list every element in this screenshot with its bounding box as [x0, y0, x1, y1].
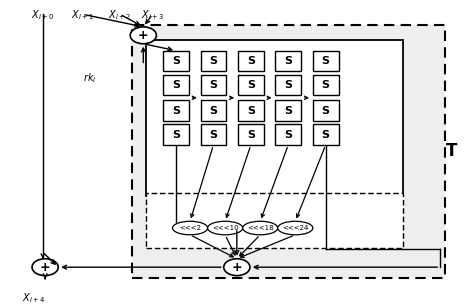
Bar: [201, 124, 227, 145]
Text: S: S: [210, 56, 218, 66]
Bar: [313, 51, 339, 71]
Text: S: S: [247, 106, 255, 116]
Text: <<<10: <<<10: [212, 225, 238, 231]
Bar: [201, 51, 227, 71]
Bar: [238, 75, 264, 95]
Bar: [275, 75, 301, 95]
Text: $rk_i$: $rk_i$: [83, 71, 96, 85]
Bar: [313, 124, 339, 145]
Bar: [146, 40, 403, 197]
Text: S: S: [210, 106, 218, 116]
Bar: [238, 100, 264, 121]
Bar: [163, 75, 189, 95]
Text: $X_{i+2}$: $X_{i+2}$: [108, 8, 131, 22]
Bar: [313, 75, 339, 95]
Text: S: S: [284, 106, 292, 116]
Text: S: S: [322, 106, 330, 116]
Text: S: S: [172, 80, 180, 90]
Text: $X_{i+3}$: $X_{i+3}$: [141, 8, 164, 22]
Bar: [238, 124, 264, 145]
Text: S: S: [247, 56, 255, 66]
Bar: [163, 124, 189, 145]
Text: S: S: [284, 56, 292, 66]
Text: <<<2: <<<2: [179, 225, 201, 231]
Text: +: +: [232, 261, 242, 274]
Bar: [275, 51, 301, 71]
Text: S: S: [247, 130, 255, 140]
Text: <<<18: <<<18: [247, 225, 273, 231]
Text: S: S: [172, 130, 180, 140]
Text: +: +: [40, 261, 51, 274]
Text: S: S: [322, 80, 330, 90]
Text: S: S: [284, 130, 292, 140]
Bar: [146, 193, 403, 248]
Text: S: S: [322, 56, 330, 66]
Bar: [163, 100, 189, 121]
Text: T: T: [446, 142, 458, 160]
Circle shape: [32, 259, 58, 276]
Ellipse shape: [208, 221, 242, 235]
Circle shape: [130, 27, 156, 44]
Circle shape: [224, 259, 250, 276]
Bar: [275, 100, 301, 121]
Text: S: S: [172, 56, 180, 66]
Bar: [313, 100, 339, 121]
Text: S: S: [247, 80, 255, 90]
Text: $X_{i+0}$: $X_{i+0}$: [31, 8, 54, 22]
Text: $X_{i+1}$: $X_{i+1}$: [71, 8, 94, 22]
Ellipse shape: [278, 221, 313, 235]
Bar: [201, 75, 227, 95]
Bar: [275, 124, 301, 145]
Bar: [238, 51, 264, 71]
Bar: [201, 100, 227, 121]
Ellipse shape: [242, 221, 278, 235]
Bar: [163, 51, 189, 71]
Text: S: S: [172, 106, 180, 116]
Ellipse shape: [173, 221, 208, 235]
Bar: [132, 25, 445, 278]
Text: S: S: [210, 80, 218, 90]
Text: S: S: [284, 80, 292, 90]
Text: S: S: [322, 130, 330, 140]
Text: S: S: [210, 130, 218, 140]
Text: +: +: [138, 29, 149, 42]
Text: $X_{i+4}$: $X_{i+4}$: [22, 291, 45, 305]
Text: <<<24: <<<24: [282, 225, 309, 231]
